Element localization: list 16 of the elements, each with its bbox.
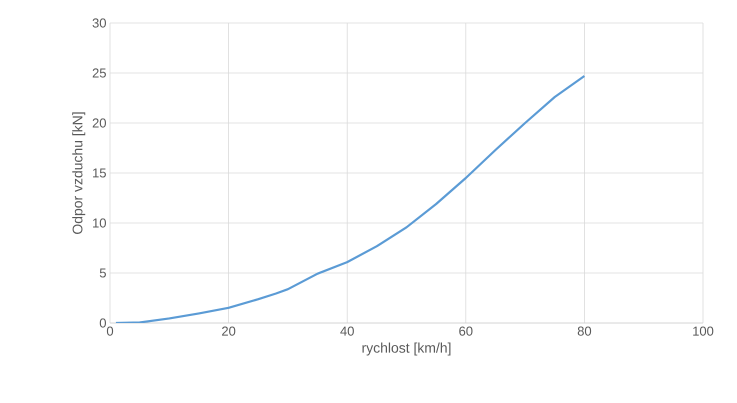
x-tick-label: 80 [578,326,592,336]
y-axis-title: Odpor vzduchu [kN] [72,112,86,234]
y-tick-label: 5 [100,268,106,278]
x-tick-label: 20 [222,326,236,336]
x-tick-label: 40 [340,326,354,336]
x-tick-label: 0 [106,326,114,336]
y-tick-label: 25 [92,68,106,78]
x-axis-title: rychlost [km/h] [362,342,450,356]
y-tick-label: 15 [93,168,106,178]
line-series [114,74,586,323]
x-tick-label: 100 [693,326,714,336]
y-tick-label: 0 [100,318,106,328]
y-tick-label: 10 [93,218,106,228]
y-tick-label: 30 [92,18,106,28]
x-tick-label: 60 [459,326,473,336]
y-tick-label: 20 [92,118,106,128]
